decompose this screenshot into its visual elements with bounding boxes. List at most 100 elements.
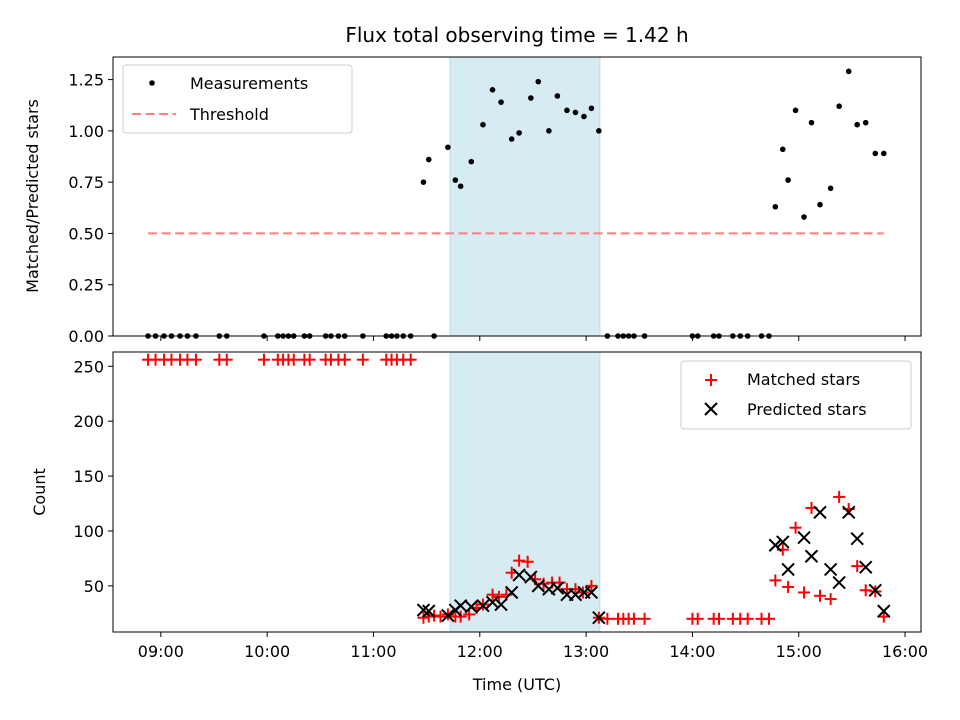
matched-star-point [356, 353, 369, 366]
measurement-point [792, 107, 799, 114]
matched-star-point [486, 588, 499, 601]
bottom-xtick-label: 09:00 [138, 642, 184, 661]
top-measurement-points [145, 68, 887, 339]
bottom-axes-frame [112, 351, 922, 633]
predicted-star-point [584, 585, 599, 600]
measurement-point [554, 93, 561, 99]
matched-star-point [762, 612, 775, 625]
matched-star-point [691, 612, 704, 625]
bottom-xtick-label: 11:00 [350, 642, 396, 661]
top-legend: Measurements Threshold [122, 64, 353, 134]
legend-matched-label: Matched stars [747, 370, 860, 389]
bottom-ytick-label: 150 [73, 467, 104, 486]
predicted-star-point [841, 505, 856, 520]
predicted-star-point [568, 587, 583, 602]
predicted-star-point [512, 568, 526, 582]
bottom-y-ticks: 50 100 150 200 250 [73, 357, 113, 596]
measurement-point [564, 107, 570, 114]
measurement-point [498, 99, 504, 105]
measurement-point [845, 68, 852, 75]
legend-measurements-label: Measurements [190, 74, 308, 93]
legend-threshold-label: Threshold [189, 105, 269, 124]
bottom-legend: Matched stars Predicted stars [680, 360, 912, 430]
matched-star-point [877, 610, 890, 623]
predicted-star-point [494, 597, 508, 612]
matched-star-point [189, 353, 202, 366]
bottom-matched-points [142, 353, 890, 625]
matched-star-point [833, 490, 846, 503]
legend-predicted-marker [704, 402, 718, 416]
top-legend-frame [122, 64, 353, 134]
measurement-point [508, 136, 515, 142]
top-ytick-label: 0.00 [68, 327, 104, 346]
measurement-point [457, 183, 464, 190]
predicted-star-point [453, 598, 468, 613]
bottom-ytick-label: 50 [84, 577, 104, 596]
top-highlight-span [449, 56, 601, 337]
measurement-point [420, 179, 427, 185]
top-panel: 0.00 0.25 0.50 0.75 1.00 1.25 Matched/Predict… [23, 56, 922, 346]
bottom-x-ticks: 09:00 10:00 11:00 12:00 13:00 14:00 15:00 16:00 [138, 632, 928, 661]
predicted-star-point [592, 611, 606, 625]
predicted-star-point [868, 583, 882, 597]
top-axes-frame [112, 56, 922, 337]
top-ytick-label: 0.50 [68, 224, 104, 243]
top-y-ticks: 0.00 0.25 0.50 0.75 1.00 1.25 [68, 71, 113, 346]
matched-star-point [287, 353, 300, 366]
bottom-xtick-label: 14:00 [669, 642, 715, 661]
predicted-star-point [416, 603, 431, 617]
top-ytick-label: 1.00 [68, 122, 104, 141]
measurement-point [862, 119, 869, 126]
measurement-point [779, 146, 786, 153]
top-ytick-label: 0.25 [68, 276, 104, 295]
matched-star-point [463, 608, 476, 621]
matched-star-point [851, 560, 864, 573]
measurement-point [872, 150, 879, 157]
bottom-panel: 50 100 150 200 250 09:00 10:00 11:00 12:00 13:00… [30, 351, 928, 694]
measurement-point [785, 177, 791, 183]
bottom-predicted-points [416, 505, 891, 625]
matched-star-point [713, 612, 725, 625]
measurement-point [535, 78, 542, 85]
predicted-star-point [768, 538, 783, 552]
measurement-point [596, 128, 602, 134]
x-axis-label: Time (UTC) [472, 675, 561, 694]
measurement-point [516, 130, 522, 136]
bottom-y-axis-label: Count [30, 468, 49, 516]
matched-star-point [434, 610, 447, 623]
matched-star-point [601, 612, 614, 625]
predicted-star-point [877, 604, 891, 618]
predicted-star-point [781, 562, 795, 577]
predicted-star-point [804, 549, 819, 563]
measurement-point [425, 156, 432, 163]
predicted-star-point [464, 600, 478, 614]
measurement-point [588, 105, 595, 112]
bottom-ytick-label: 250 [73, 357, 104, 376]
legend-matched-marker [705, 374, 717, 386]
measurement-point [489, 87, 496, 93]
matched-star-point [859, 584, 872, 597]
measurement-point [468, 158, 475, 165]
predicted-star-point [441, 608, 455, 623]
matched-star-point [303, 353, 316, 366]
measurement-point [581, 113, 587, 120]
measurement-point [801, 214, 807, 220]
matched-star-point [782, 580, 795, 593]
predicted-star-point [776, 535, 790, 549]
measurement-point [452, 177, 459, 183]
measurement-point [827, 185, 834, 192]
bottom-xtick-label: 13:00 [563, 642, 609, 661]
matched-star-point [257, 353, 270, 366]
matched-star-point [789, 521, 802, 534]
matched-star-point [513, 554, 526, 567]
bottom-ytick-label: 100 [73, 522, 104, 541]
matched-star-point [824, 593, 837, 606]
measurement-point [546, 128, 552, 134]
matched-star-point [769, 574, 782, 587]
predicted-star-point [504, 585, 519, 600]
predicted-star-point [476, 598, 490, 613]
matched-star-point [814, 589, 826, 602]
matched-star-point [338, 353, 351, 366]
bottom-ytick-label: 200 [73, 412, 104, 431]
top-x-ticks [160, 336, 906, 341]
